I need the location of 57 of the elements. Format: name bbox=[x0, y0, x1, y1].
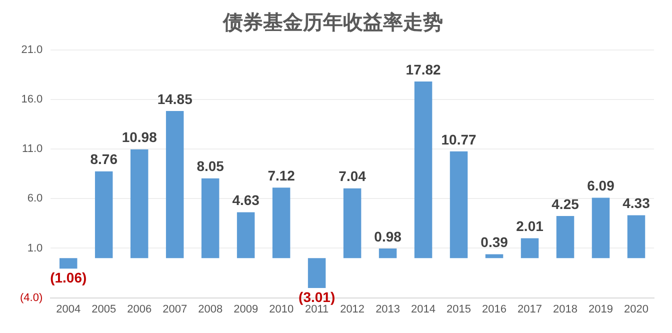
data-label: (3.01) bbox=[298, 288, 336, 305]
bar bbox=[201, 178, 220, 258]
x-tick-label: 2020 bbox=[624, 303, 648, 316]
bar bbox=[59, 258, 78, 269]
bar bbox=[166, 110, 184, 258]
data-label: 14.85 bbox=[157, 90, 193, 107]
bar bbox=[520, 238, 539, 258]
bar bbox=[627, 215, 646, 258]
data-label: 4.33 bbox=[622, 195, 650, 212]
bar bbox=[236, 212, 255, 258]
data-label: 4.63 bbox=[232, 192, 260, 208]
data-label: 2.01 bbox=[516, 218, 544, 234]
x-tick-label: 2010 bbox=[269, 303, 294, 316]
x-tick-label: 2013 bbox=[376, 303, 400, 316]
bar bbox=[130, 149, 148, 258]
data-label: 7.12 bbox=[268, 167, 296, 184]
data-label: 7.04 bbox=[338, 168, 366, 184]
bar bbox=[556, 216, 574, 258]
data-label: 4.25 bbox=[552, 196, 580, 212]
data-label: 8.76 bbox=[90, 151, 118, 168]
bar bbox=[450, 151, 468, 258]
chart-title: 债券基金历年收益率走势 bbox=[222, 10, 443, 34]
data-label: 10.77 bbox=[441, 131, 477, 148]
y-tick-label: 21.0 bbox=[21, 44, 43, 56]
bar bbox=[272, 188, 290, 258]
y-tick-label: 11.0 bbox=[22, 143, 43, 156]
data-label: 0.98 bbox=[374, 228, 402, 244]
x-tick-label: 2016 bbox=[482, 303, 507, 316]
data-label: 6.09 bbox=[587, 178, 615, 194]
y-tick-label: 1.0 bbox=[27, 242, 43, 254]
bar bbox=[592, 198, 610, 258]
x-tick-label: 2004 bbox=[56, 303, 81, 316]
x-tick-label: 2018 bbox=[553, 303, 578, 316]
x-tick-label: 2014 bbox=[411, 303, 436, 316]
bar bbox=[94, 171, 113, 258]
x-tick-label: 2009 bbox=[234, 303, 258, 316]
x-tick-label: 2006 bbox=[127, 303, 152, 316]
bar bbox=[343, 188, 362, 258]
x-tick-label: 2005 bbox=[92, 303, 116, 316]
x-tick-label: 2011 bbox=[304, 303, 329, 316]
data-label: (1.06) bbox=[50, 270, 87, 286]
x-tick-label: 2012 bbox=[340, 303, 365, 316]
y-tick-label: (4.0) bbox=[20, 292, 43, 304]
bar bbox=[378, 248, 397, 258]
x-tick-label: 2008 bbox=[198, 303, 223, 316]
bar bbox=[414, 82, 432, 258]
data-label: 0.39 bbox=[480, 234, 508, 250]
y-tick-label: 16.0 bbox=[21, 94, 43, 106]
x-tick-label: 2019 bbox=[588, 303, 614, 316]
x-tick-label: 2007 bbox=[162, 303, 188, 316]
x-tick-label: 2015 bbox=[446, 303, 472, 316]
x-tick-label: 2017 bbox=[518, 303, 542, 316]
y-tick-label: 6.0 bbox=[27, 192, 43, 205]
bar bbox=[308, 258, 326, 288]
data-label: 8.05 bbox=[196, 158, 224, 174]
data-label: 17.82 bbox=[406, 61, 442, 78]
data-label: 10.98 bbox=[122, 129, 158, 146]
